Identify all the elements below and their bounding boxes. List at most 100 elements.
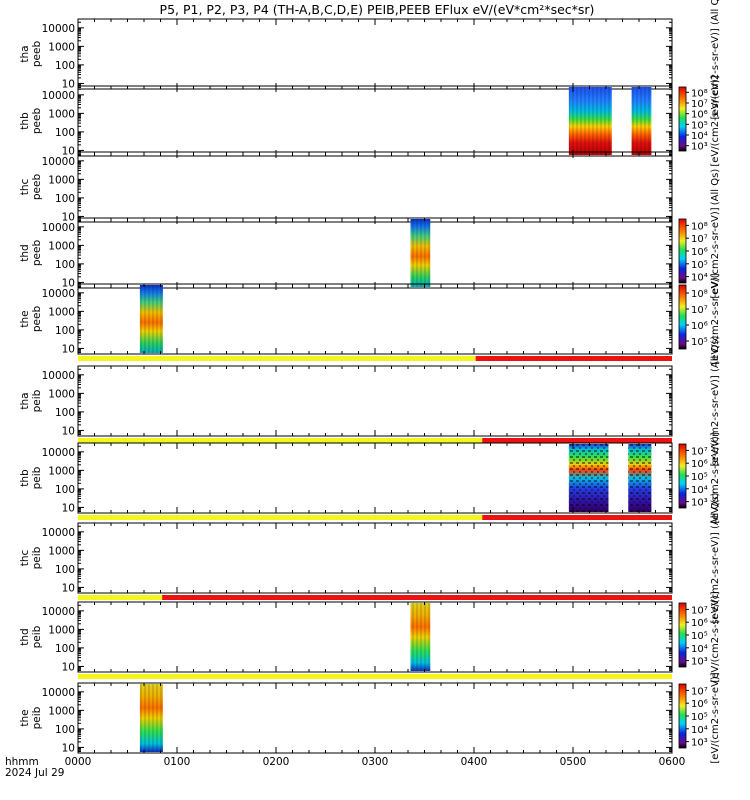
y-tick-label: 10 (62, 742, 75, 754)
x-tick-label: 0300 (362, 756, 389, 768)
panel-frame-tha-peeb (77, 18, 673, 90)
colorbar-tick-label: 10⁵ (691, 120, 708, 131)
y-tick-label: 100 (55, 60, 75, 72)
panel-tha-peib: 10 100 1000 10000 tha peib [eV/(cm2-s-sr-eV)] … (19, 335, 721, 466)
y-tick-label: 10000 (42, 90, 75, 102)
y-tick-label: 1000 (48, 41, 75, 53)
chart-title: P5, P1, P2, P3, P4 (TH-A,B,C,D,E) PEIB,P… (160, 2, 595, 17)
panel-label-probe: the (19, 709, 31, 726)
y-tick-label: 10000 (42, 527, 75, 539)
quality-flag-good (78, 515, 483, 520)
panel-unit-label: [eV/(cm2-s-sr-eV)] (710, 432, 721, 523)
quality-flag-bad (162, 595, 672, 600)
spectrogram-texture-the-peeb-0 (139, 285, 163, 353)
colorbar-tick-label: 10³ (691, 498, 708, 509)
panel-label-product: peeb (31, 306, 43, 333)
spectrogram-texture-thd-peib-0 (410, 603, 431, 671)
panel-label-probe: thc (19, 179, 31, 196)
panel-frame-thd-peeb (77, 217, 673, 289)
panel-label-product: peeb (31, 240, 43, 267)
colorbar-thd-peib (678, 602, 687, 668)
x-tick-label: 0000 (65, 756, 92, 768)
colorbar-tick-label: 10⁸ (691, 88, 708, 99)
y-tick-label: 10000 (42, 606, 75, 618)
y-tick-label: 10000 (42, 288, 75, 300)
panel-label-product: peeb (31, 174, 43, 201)
colorbar-tick-label: 10⁷ (691, 234, 708, 245)
y-tick-label: 100 (55, 564, 75, 576)
x-tick-label: 0400 (461, 756, 488, 768)
panel-frame-thc-peeb (77, 151, 673, 223)
panel-the-peeb: 10 100 1000 10000 the peeb 10⁵ 10⁶ 10⁷ 10⁸ [eV/(cm… (19, 273, 721, 364)
x-axis: 0000 0100 0200 0300 0400 0500 0600 (65, 756, 686, 768)
y-tick-label: 100 (55, 643, 75, 655)
panel-frame-tha-peib (77, 365, 673, 437)
colorbar-tick-label: 10⁵ (691, 337, 708, 348)
y-tick-label: 1000 (48, 108, 75, 120)
colorbar-tick-label: 10⁷ (691, 305, 708, 316)
panel-tha-peeb: 10 100 1000 10000 tha peeb [eV/(cm2-s-sr-eV)] … (19, 0, 721, 119)
panel-unit-label: [eV/(cm2-s-sr-eV)] (710, 273, 721, 364)
panel-the-peib: 10 100 1000 10000 the peib 10³ 10⁴ 10⁵ 10⁶ 10⁷ [eV/… (19, 672, 721, 763)
y-tick-label: 10 (62, 78, 75, 90)
colorbar-tick-label: 10⁴ (691, 131, 708, 142)
y-tick-label: 1000 (48, 240, 75, 252)
panel-thb-peeb: 10 100 1000 10000 thb peeb 10³10⁴10⁵10⁶10⁷10⁸[… (19, 75, 721, 166)
colorbar-tick-label: 10⁴ (691, 273, 708, 284)
panel-label-product: peib (31, 389, 43, 412)
panel-unit-label: [eV/(cm2-s-sr-eV)] (710, 672, 721, 763)
quality-flag-good (78, 356, 476, 361)
colorbar-tick-label: 10⁶ (691, 618, 708, 629)
colorbar-tick-label: 10⁸ (691, 289, 708, 300)
panel-frame-thc-peib (77, 522, 673, 594)
y-tick-label: 10 (62, 502, 75, 514)
panel-thc-peeb: 10 100 1000 10000 thc peeb (All Qs) (19, 151, 721, 223)
panel-unit-label: [eV/(cm2-s-sr-eV)] (All Qs) (710, 0, 721, 119)
spectrogram-texture-thb-peib-0 (568, 444, 609, 512)
panel-label-probe: tha (19, 392, 31, 409)
panel-frame-thd-peib (77, 601, 673, 673)
panel-thd-peeb: 10 100 1000 10000 thd peeb 10⁴ 10⁵ 10⁶ 10⁷ 10⁸ [eV/… (19, 207, 721, 298)
panel-label-probe: thd (19, 628, 31, 645)
colorbar-tick-label: 10⁶ (691, 247, 708, 258)
panel-label-probe: thc (19, 550, 31, 567)
panel-thb-peib: 10 100 1000 10000 thb peib 10³ 10⁴ 10⁵ 10⁶ 10⁷ [eV/… (19, 432, 721, 523)
colorbar-tick-label: 10³ (691, 657, 708, 668)
x-tick-label: 0500 (560, 756, 587, 768)
colorbar-tick-label: 10⁷ (691, 605, 708, 616)
colorbar-tick-label: 10⁷ (691, 686, 708, 697)
y-tick-label: 1000 (48, 174, 75, 186)
y-tick-label: 10000 (42, 156, 75, 168)
quality-flag-bad (482, 438, 672, 443)
spectrogram-texture-thb-peeb-1 (631, 87, 652, 155)
colorbar-tick-label: 10³ (691, 142, 708, 153)
panel-frame-the-peib (77, 682, 673, 754)
panel-label-probe: tha (19, 45, 31, 62)
y-tick-label: 10 (62, 343, 75, 355)
y-tick-label: 10000 (42, 23, 75, 35)
y-tick-label: 10000 (42, 370, 75, 382)
x-tick-label: 0600 (659, 756, 686, 768)
colorbar-the-peeb (678, 284, 687, 350)
colorbar-thd-peeb (678, 218, 687, 284)
colorbar-tick-label: 10⁷ (691, 99, 708, 110)
colorbar-tick-label: 10³ (691, 738, 708, 749)
colorbar-the-peib (678, 683, 687, 749)
y-tick-label: 100 (55, 724, 75, 736)
y-tick-label: 10 (62, 277, 75, 289)
panel-label-probe: thb (19, 112, 31, 130)
y-tick-label: 10 (62, 661, 75, 673)
colorbar-tick-label: 10⁶ (691, 110, 708, 121)
y-tick-label: 10 (62, 145, 75, 157)
spectrogram-texture-thd-peeb-0 (410, 219, 431, 287)
panel-label-product: peib (31, 706, 43, 729)
colorbar-tick-label: 10⁵ (691, 260, 708, 271)
y-tick-label: 10000 (42, 447, 75, 459)
panel-label-product: peeb (31, 108, 43, 135)
quality-flag-bad (482, 515, 672, 520)
spectrogram-texture-thb-peib-1 (628, 444, 652, 512)
x-tick-label: 0100 (164, 756, 191, 768)
colorbar-tick-label: 10⁵ (691, 472, 708, 483)
colorbar-tick-label: 10⁴ (691, 644, 708, 655)
